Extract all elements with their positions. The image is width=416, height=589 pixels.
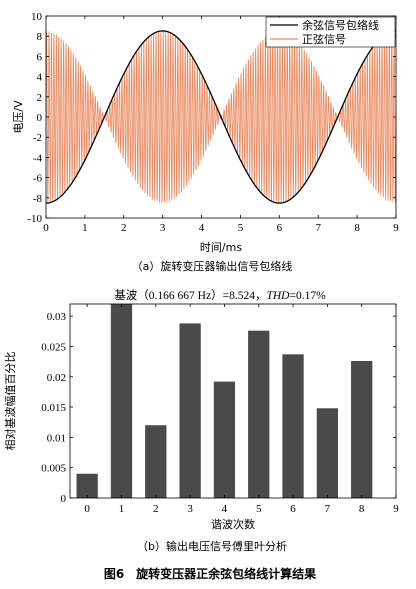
panel-a-ytick-label: 10 bbox=[31, 11, 43, 23]
panel-b-ylabel: 相对基波幅值百分比 bbox=[3, 352, 17, 451]
panel-b-xtick-label: 6 bbox=[290, 503, 296, 515]
panel-b-xtick-label: 3 bbox=[187, 503, 193, 515]
panel-b-xtick-label: 5 bbox=[256, 503, 262, 515]
panel-b-ytick-label: 0 bbox=[61, 493, 67, 505]
panel-a-xtick-label: 1 bbox=[82, 222, 88, 234]
panel-b-xtick-label: 2 bbox=[153, 503, 159, 515]
bar-harmonic-8 bbox=[351, 360, 373, 498]
panel-a-xtick-label: 5 bbox=[238, 222, 244, 234]
panel-a-xtick-label: 4 bbox=[199, 222, 205, 234]
panel-b-xlabel: 谐波次数 bbox=[211, 517, 255, 531]
panel-a-ytick-label: 8 bbox=[37, 31, 43, 43]
panel-a-caption: （a）旋转变压器输出信号包络线 bbox=[132, 259, 293, 273]
panel-b-xtick-label: 8 bbox=[359, 503, 365, 515]
bar-harmonic-2 bbox=[145, 425, 167, 498]
bar-harmonic-3 bbox=[179, 323, 201, 498]
panel-a-xtick-label: 3 bbox=[160, 222, 166, 234]
panel-b-title-thd-value: =0.17% bbox=[289, 290, 326, 302]
panel-b-plot-frame bbox=[69, 303, 397, 499]
panel-b-caption: （b）输出电压信号傅里叶分析 bbox=[137, 539, 287, 553]
panel-a-xtick-label: 0 bbox=[43, 222, 49, 234]
panel-a-ylabel: 电压/V bbox=[12, 100, 25, 134]
bar-harmonic-0 bbox=[76, 473, 98, 498]
bar-harmonic-6 bbox=[282, 354, 304, 498]
panel-b-ytick-label: 0.03 bbox=[47, 311, 67, 323]
bar-harmonic-4 bbox=[213, 381, 236, 498]
panel-a-ytick-label: -2 bbox=[33, 132, 42, 144]
panel-b-ytick-label: 0.015 bbox=[41, 402, 66, 414]
panel-b-xtick-label: 4 bbox=[222, 503, 228, 515]
panel-b-ytick-label: 0.02 bbox=[47, 372, 66, 384]
panel-a-xtick-label: 6 bbox=[277, 222, 283, 234]
panel-a-xtick-label: 8 bbox=[354, 222, 360, 234]
bar-harmonic-7 bbox=[316, 408, 339, 498]
legend-label-cosine-envelope: 余弦信号包络线 bbox=[302, 18, 379, 32]
panel-b-ytick-label: 0.005 bbox=[41, 463, 66, 475]
bar-harmonic-1 bbox=[110, 304, 133, 498]
panel-a-ytick-label: -6 bbox=[33, 173, 43, 185]
panel-a-xtick-label: 2 bbox=[121, 222, 127, 234]
panel-a-ytick-label: 4 bbox=[37, 72, 43, 84]
panel-a-ytick-label: 0 bbox=[37, 112, 43, 124]
series-cosine-envelope bbox=[45, 30, 397, 204]
panel-a-ytick-label: -10 bbox=[27, 213, 42, 225]
panel-a-xlabel: 时间/ms bbox=[200, 241, 242, 254]
panel-a-xtick-label: 9 bbox=[393, 222, 399, 234]
panel-b-title-prefix: 基波（0.166 667 Hz）=8.524， bbox=[114, 289, 266, 302]
panel-b-ytick-label: 0.01 bbox=[47, 432, 66, 444]
legend-label-sine-signal: 正弦信号 bbox=[302, 32, 346, 46]
panel-a-legend: 余弦信号包络线 正弦信号 bbox=[265, 16, 396, 48]
figure-caption: 图6 旋转变压器正余弦包络线计算结果 bbox=[104, 566, 316, 581]
panel-b-xtick-label: 9 bbox=[393, 503, 399, 515]
panel-a-ytick-label: -4 bbox=[33, 152, 43, 164]
panel-b-fourier-chart: 基波（0.166 667 Hz）=8.524，THD=0.17% 0 1 2 3 4 5 6… bbox=[3, 289, 399, 553]
panel-b-xtick-label: 7 bbox=[325, 503, 331, 515]
panel-a-ytick-label: 6 bbox=[37, 51, 43, 63]
panel-b-xtick-label: 0 bbox=[84, 503, 90, 515]
bar-harmonic-5 bbox=[248, 330, 270, 498]
panel-a-ytick-label: -8 bbox=[33, 193, 43, 205]
panel-a-xtick-label: 7 bbox=[315, 222, 321, 234]
panel-b-title: 基波（0.166 667 Hz）=8.524，THD=0.17% bbox=[114, 289, 326, 302]
panel-b-xtick-label: 1 bbox=[119, 503, 125, 515]
panel-b-ytick-label: 0.025 bbox=[41, 341, 66, 353]
panel-b-title-thd-label: THD bbox=[266, 290, 290, 302]
legend-box bbox=[265, 16, 396, 48]
panel-a-ytick-label: 2 bbox=[37, 92, 43, 104]
